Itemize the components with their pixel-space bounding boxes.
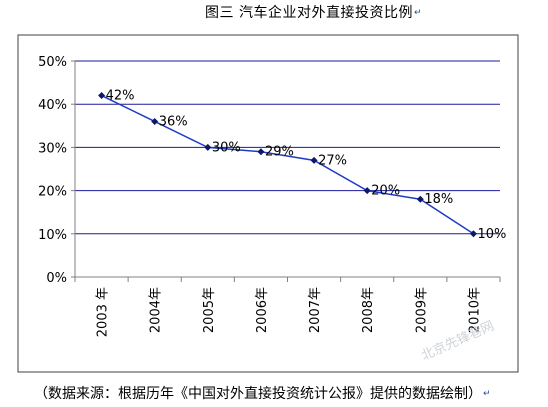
axes: 0% 10% 20% 30% 40% 50% 2003 年 2004年 2005年 2006年 20…	[38, 55, 501, 337]
data-point-marker	[310, 156, 318, 164]
x-tick-label: 2010年	[467, 287, 482, 333]
y-tick-label: 0%	[46, 271, 67, 286]
data-point-marker	[416, 195, 424, 203]
data-label: 42%	[106, 89, 135, 104]
paragraph-mark-icon: ↵	[413, 8, 422, 18]
source-note: （数据来源：根据历年《中国对外直接投资统计公报》提供的数据绘制）↵	[34, 383, 491, 403]
data-label: 36%	[159, 114, 188, 129]
y-tick-label: 20%	[38, 185, 67, 200]
data-label: 10%	[477, 227, 506, 242]
paragraph-mark-icon: ↵	[483, 389, 491, 399]
x-tick-label: 2008年	[361, 287, 376, 333]
y-tick-label: 40%	[38, 98, 67, 113]
data-label: 18%	[424, 192, 453, 207]
data-point-marker	[257, 148, 265, 156]
series-polyline	[101, 94, 474, 235]
data-point-marker	[469, 230, 477, 238]
data-point-marker	[363, 187, 371, 195]
y-tick-label: 10%	[38, 228, 67, 243]
data-labels: 42% 36% 30% 29% 27% 20% 18% 10%	[106, 89, 507, 242]
y-tick-label: 30%	[38, 141, 67, 156]
chart-title: 图三 汽车企业对外直接投资比例↵	[205, 2, 422, 22]
y-tick-label: 50%	[38, 55, 67, 70]
x-tick-label: 2005年	[202, 287, 217, 333]
data-point-marker	[204, 143, 212, 151]
data-label: 27%	[318, 153, 347, 168]
x-tick-label: 2006年	[255, 287, 270, 333]
data-point-marker	[151, 117, 159, 125]
x-tick-label: 2004年	[149, 287, 164, 333]
x-tick-label: 2003 年	[96, 287, 111, 337]
chart-title-text: 图三 汽车企业对外直接投资比例	[205, 5, 413, 21]
plot-border	[17, 34, 519, 373]
data-point-marker	[98, 92, 106, 100]
data-label: 29%	[265, 145, 294, 160]
gridlines	[75, 60, 500, 235]
data-label: 30%	[212, 140, 241, 155]
x-tick-label: 2007年	[308, 287, 323, 333]
x-tick-label: 2009年	[414, 287, 429, 333]
data-label: 20%	[371, 184, 400, 199]
series-line	[98, 92, 477, 238]
source-note-text: （数据来源：根据历年《中国对外直接投资统计公报》提供的数据绘制）	[34, 386, 482, 402]
